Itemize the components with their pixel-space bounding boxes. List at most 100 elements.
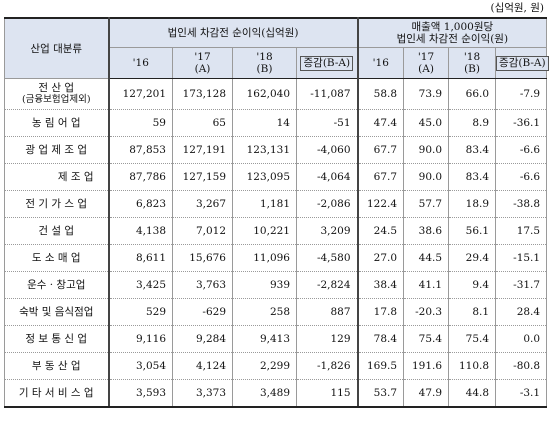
value-cell: -7.9 bbox=[495, 78, 548, 110]
value-cell: 78.4 bbox=[357, 325, 405, 353]
industry-cell: 광 업 제 조 업 bbox=[4, 136, 110, 164]
col-header-change: 증감(B-A) bbox=[295, 47, 359, 79]
industry-name: 전 기 가 스 업 bbox=[25, 198, 88, 210]
value-cell: 14 bbox=[232, 109, 297, 137]
table-row: 제 조 업 87,786 127,159 123,095 -4,064 67.7 90.0 8… bbox=[4, 163, 548, 191]
value-cell: 17.5 bbox=[495, 217, 548, 245]
value-cell: 3,593 bbox=[108, 379, 173, 408]
value-cell: 110.8 bbox=[448, 352, 497, 380]
value-cell: -11,087 bbox=[295, 78, 359, 110]
value-cell: -4,580 bbox=[295, 244, 359, 272]
value-cell: 1,181 bbox=[232, 190, 297, 218]
value-cell: -1,826 bbox=[295, 352, 359, 380]
value-cell: 75.4 bbox=[403, 325, 450, 353]
value-cell: 3,489 bbox=[232, 379, 297, 408]
value-cell: 10,221 bbox=[232, 217, 297, 245]
profit-group-header: 법인세 차감전 순이익(십억원) bbox=[107, 17, 359, 48]
value-cell: 41.1 bbox=[403, 271, 450, 299]
value-cell: 9.4 bbox=[448, 271, 497, 299]
value-cell: -51 bbox=[295, 109, 359, 137]
value-cell: 65 bbox=[172, 109, 233, 137]
industry-header: 산업 대분류 bbox=[4, 17, 110, 79]
value-cell: 53.7 bbox=[357, 379, 405, 408]
value-cell: 87,853 bbox=[108, 136, 173, 164]
value-cell: 173,128 bbox=[172, 78, 233, 110]
value-cell: 15,676 bbox=[172, 244, 233, 272]
value-cell: 9,413 bbox=[232, 325, 297, 353]
value-cell: 9,284 bbox=[172, 325, 233, 353]
table-row: 도 소 매 업 8,611 15,676 11,096 -4,580 27.0 44.5 29… bbox=[4, 244, 548, 272]
value-cell: 123,131 bbox=[232, 136, 297, 164]
industry-cell: 부 동 산 업 bbox=[4, 352, 110, 380]
value-cell: 129 bbox=[295, 325, 359, 353]
col-header: '16 bbox=[108, 47, 173, 79]
value-cell: 58.8 bbox=[357, 78, 405, 110]
value-cell: 8,611 bbox=[108, 244, 173, 272]
value-cell: 59 bbox=[108, 109, 173, 137]
value-cell: -20.3 bbox=[403, 298, 450, 326]
value-cell: 17.8 bbox=[357, 298, 405, 326]
per-sales-title-line1: 매출액 1,000원당 bbox=[411, 21, 494, 33]
per-sales-title-line2: 법인세 차감전 순이익(원) bbox=[396, 33, 509, 45]
col-header: '16 bbox=[357, 47, 405, 79]
value-cell: 67.7 bbox=[357, 163, 405, 191]
value-cell: 115 bbox=[295, 379, 359, 408]
value-cell: 887 bbox=[295, 298, 359, 326]
value-cell: 3,373 bbox=[172, 379, 233, 408]
value-cell: 162,040 bbox=[232, 78, 297, 110]
col-header-change: 증감(B-A) bbox=[495, 47, 549, 79]
industry-cell: 전 산 업 (금융보험업제외) bbox=[4, 78, 110, 110]
industry-name: 제 조 업 bbox=[57, 171, 94, 183]
value-cell: 87,786 bbox=[108, 163, 173, 191]
value-cell: 127,201 bbox=[108, 78, 173, 110]
value-cell: 29.4 bbox=[448, 244, 497, 272]
value-cell: -2,086 bbox=[295, 190, 359, 218]
value-cell: 8.9 bbox=[448, 109, 497, 137]
table-row: 부 동 산 업 3,054 4,124 2,299 -1,826 169.5 191.6 11… bbox=[4, 352, 548, 380]
value-cell: 939 bbox=[232, 271, 297, 299]
value-cell: 73.9 bbox=[403, 78, 450, 110]
industry-cell: 제 조 업 bbox=[4, 163, 110, 191]
value-cell: 67.7 bbox=[357, 136, 405, 164]
value-cell: 44.8 bbox=[448, 379, 497, 408]
value-cell: -2,824 bbox=[295, 271, 359, 299]
value-cell: 3,054 bbox=[108, 352, 173, 380]
value-cell: 83.4 bbox=[448, 163, 497, 191]
industry-cell: 기 타 서 비 스 업 bbox=[4, 379, 110, 408]
value-cell: 66.0 bbox=[448, 78, 497, 110]
industry-subnote: (금융보험업제외) bbox=[21, 94, 91, 105]
value-cell: 8.1 bbox=[448, 298, 497, 326]
value-cell: -15.1 bbox=[495, 244, 548, 272]
value-cell: 2,299 bbox=[232, 352, 297, 380]
value-cell: 122.4 bbox=[357, 190, 405, 218]
value-cell: 0.0 bbox=[495, 325, 548, 353]
table-row: 건 설 업 4,138 7,012 10,221 3,209 24.5 38.6 56.1 17… bbox=[4, 217, 548, 245]
value-cell: -36.1 bbox=[495, 109, 548, 137]
value-cell: 3,209 bbox=[295, 217, 359, 245]
value-cell: 56.1 bbox=[448, 217, 497, 245]
value-cell: -629 bbox=[172, 298, 233, 326]
value-cell: 57.7 bbox=[403, 190, 450, 218]
value-cell: 127,159 bbox=[172, 163, 233, 191]
value-cell: -3.1 bbox=[495, 379, 548, 408]
value-cell: -38.8 bbox=[495, 190, 548, 218]
value-cell: 4,124 bbox=[172, 352, 233, 380]
value-cell: 4,138 bbox=[108, 217, 173, 245]
value-cell: 47.9 bbox=[403, 379, 450, 408]
value-cell: 47.4 bbox=[357, 109, 405, 137]
value-cell: -6.6 bbox=[495, 136, 548, 164]
per-sales-group-header: 매출액 1,000원당 법인세 차감전 순이익(원) bbox=[357, 17, 548, 48]
industry-cell: 운수 · 창고업 bbox=[4, 271, 110, 299]
value-cell: 6,823 bbox=[108, 190, 173, 218]
value-cell: 9,116 bbox=[108, 325, 173, 353]
industry-name: 농 림 어 업 bbox=[31, 117, 81, 129]
value-cell: -6.6 bbox=[495, 163, 548, 191]
value-cell: 3,425 bbox=[108, 271, 173, 299]
value-cell: 90.0 bbox=[403, 136, 450, 164]
value-cell: 44.5 bbox=[403, 244, 450, 272]
value-cell: 169.5 bbox=[357, 352, 405, 380]
industry-cell: 전 기 가 스 업 bbox=[4, 190, 110, 218]
industry-cell: 정 보 통 신 업 bbox=[4, 325, 110, 353]
col-header: '18 (B) bbox=[448, 47, 497, 79]
unit-note: (십억원, 원) bbox=[490, 2, 544, 14]
